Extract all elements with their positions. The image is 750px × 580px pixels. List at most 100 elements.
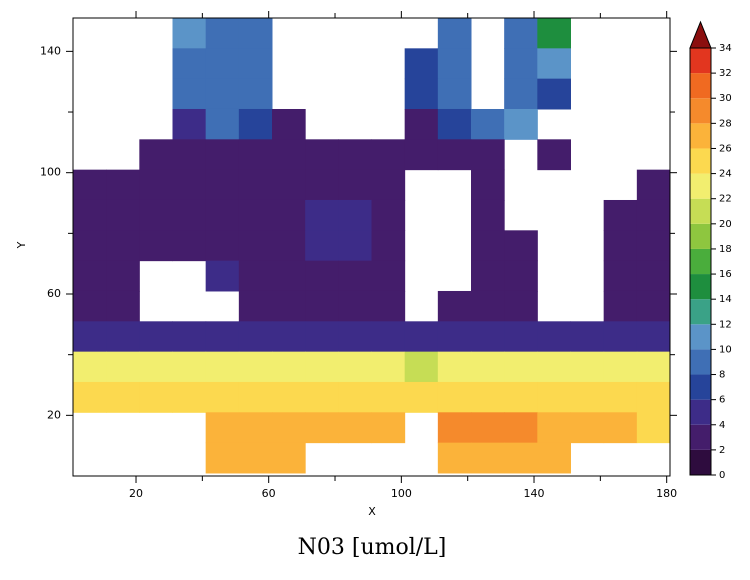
map-cell bbox=[471, 169, 505, 201]
map-cell bbox=[371, 321, 406, 353]
map-cell bbox=[338, 321, 372, 353]
map-cell bbox=[537, 48, 571, 80]
map-cell bbox=[139, 351, 173, 383]
colorbar-frame bbox=[689, 47, 712, 476]
map-cell bbox=[272, 260, 306, 292]
map-cell bbox=[603, 199, 638, 231]
colorbar-segment bbox=[690, 324, 711, 350]
map-cell bbox=[603, 351, 638, 383]
map-cell bbox=[437, 412, 472, 444]
map-cell bbox=[172, 230, 207, 262]
colorbar-segment bbox=[690, 424, 711, 450]
colorbar-segment bbox=[690, 374, 711, 400]
y-tick-label: 140 bbox=[40, 44, 61, 57]
map-cell bbox=[471, 139, 505, 171]
map-cell bbox=[172, 169, 207, 201]
map-cell bbox=[272, 351, 306, 383]
map-cell bbox=[73, 260, 107, 292]
map-cell bbox=[371, 169, 406, 201]
map-cell bbox=[371, 381, 406, 413]
map-cell bbox=[205, 199, 240, 231]
map-cells bbox=[73, 18, 671, 474]
colorbar-label: 30 bbox=[719, 93, 732, 104]
y-axis-label: Y bbox=[15, 241, 28, 249]
map-cell bbox=[504, 260, 538, 292]
map-cell bbox=[205, 18, 240, 49]
colorbar-segment bbox=[690, 198, 711, 224]
colorbar-label: 24 bbox=[719, 169, 732, 180]
map-cell bbox=[603, 290, 638, 322]
map-cell bbox=[172, 18, 207, 49]
map-cell bbox=[205, 230, 240, 262]
plot-frame bbox=[72, 17, 671, 477]
map-cell bbox=[272, 169, 306, 201]
map-cell bbox=[404, 351, 439, 383]
map-cell bbox=[106, 169, 140, 201]
map-cell bbox=[305, 412, 339, 444]
map-cell bbox=[570, 351, 605, 383]
map-cell bbox=[205, 108, 240, 140]
map-cell bbox=[471, 290, 505, 322]
chart-title: N03 [umol/L] bbox=[298, 535, 447, 560]
colorbar-segment bbox=[690, 148, 711, 174]
map-cell bbox=[437, 108, 472, 140]
map-cell bbox=[205, 169, 240, 201]
map-cell bbox=[338, 139, 372, 171]
map-cell bbox=[404, 78, 439, 110]
y-tick-label: 60 bbox=[47, 287, 61, 300]
colorbar-label: 28 bbox=[719, 118, 732, 129]
colorbar-label: 26 bbox=[719, 143, 732, 154]
map-cell bbox=[238, 18, 273, 49]
map-cell bbox=[338, 199, 372, 231]
map-cell bbox=[272, 230, 306, 262]
map-cell bbox=[371, 412, 406, 444]
y-tick-label: 20 bbox=[47, 408, 61, 421]
map-cell bbox=[238, 108, 273, 140]
map-cell bbox=[636, 290, 671, 322]
map-cell bbox=[603, 230, 638, 262]
map-cell bbox=[504, 78, 538, 110]
colorbar-label: 12 bbox=[719, 319, 732, 330]
colorbar-segment bbox=[690, 73, 711, 99]
map-cell bbox=[139, 230, 173, 262]
map-cell bbox=[338, 260, 372, 292]
map-cell bbox=[471, 321, 505, 353]
map-cell bbox=[106, 230, 140, 262]
x-axis-label: X bbox=[368, 505, 376, 518]
map-cell bbox=[371, 351, 406, 383]
map-cell bbox=[504, 18, 538, 49]
map-cell bbox=[504, 412, 538, 444]
map-cell bbox=[338, 230, 372, 262]
map-cell bbox=[73, 381, 107, 413]
map-cell bbox=[106, 351, 140, 383]
map-cell bbox=[205, 260, 240, 292]
map-cell bbox=[238, 78, 273, 110]
map-cell bbox=[139, 381, 173, 413]
map-cell bbox=[471, 442, 505, 474]
map-cell bbox=[172, 108, 207, 140]
colorbar-segment bbox=[690, 173, 711, 199]
map-cell bbox=[504, 108, 538, 140]
map-cell bbox=[437, 78, 472, 110]
map-cell bbox=[238, 351, 273, 383]
map-cell bbox=[504, 351, 538, 383]
map-cell bbox=[205, 381, 240, 413]
map-cell bbox=[106, 260, 140, 292]
map-cell bbox=[504, 381, 538, 413]
map-cell bbox=[238, 381, 273, 413]
colorbar-label: 20 bbox=[719, 219, 732, 230]
map-cell bbox=[371, 199, 406, 231]
map-cell bbox=[272, 290, 306, 322]
x-tick-label: 180 bbox=[656, 487, 677, 500]
map-cell bbox=[603, 412, 638, 444]
map-cell bbox=[636, 230, 671, 262]
map-cell bbox=[106, 321, 140, 353]
map-cell bbox=[205, 139, 240, 171]
map-cell bbox=[603, 260, 638, 292]
colorbar-label: 8 bbox=[719, 370, 725, 381]
map-cell bbox=[305, 321, 339, 353]
map-cell bbox=[238, 169, 273, 201]
map-cell bbox=[73, 290, 107, 322]
map-cell bbox=[139, 321, 173, 353]
map-cell bbox=[172, 48, 207, 80]
